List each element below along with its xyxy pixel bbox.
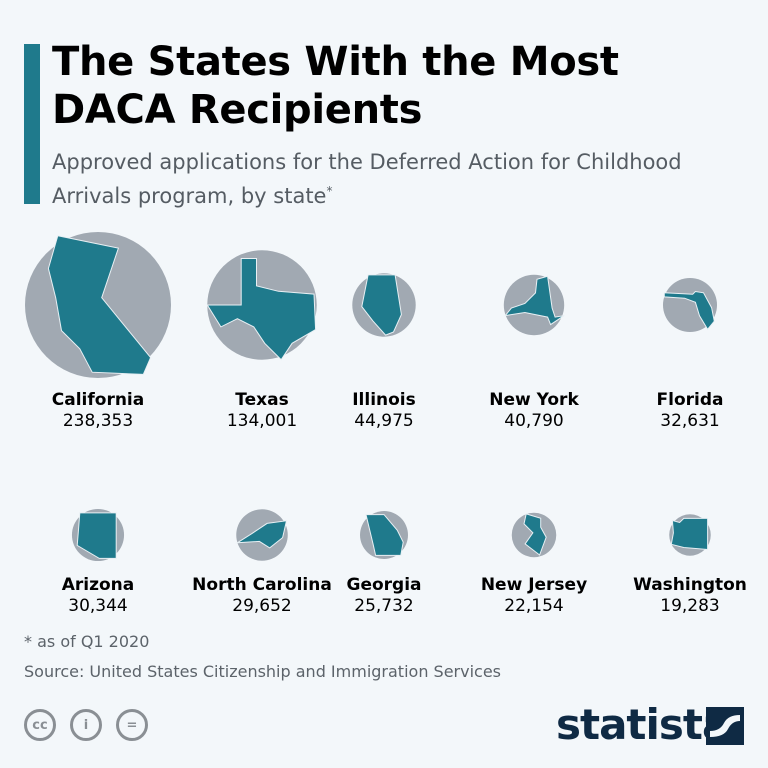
state-label-north-carolina: North Carolina 29,652 <box>182 575 342 617</box>
state-shape-arizona <box>76 512 117 559</box>
state-value: 44,975 <box>354 411 414 431</box>
no-derivatives-icon[interactable]: = <box>116 709 148 741</box>
state-value: 22,154 <box>504 596 564 616</box>
footnote: * as of Q1 2020 <box>24 632 150 651</box>
state-label-georgia: Georgia 25,732 <box>304 575 464 617</box>
state-name: New Jersey <box>480 575 588 595</box>
state-name: North Carolina <box>192 575 332 595</box>
state-value: 238,353 <box>62 411 134 431</box>
state-label-new-york: New York 40,790 <box>454 390 614 432</box>
state-label-florida: Florida 32,631 <box>610 390 768 432</box>
state-label-arizona: Arizona 30,344 <box>18 575 178 617</box>
state-name: Illinois <box>352 390 416 410</box>
state-value: 29,652 <box>232 596 292 616</box>
state-label-illinois: Illinois 44,975 <box>304 390 464 432</box>
state-label-california: California 238,353 <box>18 390 178 432</box>
state-shape-georgia <box>365 514 404 556</box>
state-shape-washington <box>670 517 709 551</box>
state-shape-north-carolina <box>235 520 288 549</box>
subtitle-text: Approved applications for the Deferred A… <box>52 150 682 208</box>
state-value: 30,344 <box>68 596 128 616</box>
state-value: 134,001 <box>226 411 298 431</box>
statista-logo[interactable]: statista <box>556 700 730 749</box>
state-shape-florida <box>663 290 715 331</box>
state-name: California <box>51 390 145 410</box>
state-shape-new-york <box>504 275 565 326</box>
state-value: 40,790 <box>504 411 564 431</box>
state-name: New York <box>489 390 579 410</box>
state-value: 32,631 <box>660 411 720 431</box>
state-name: Washington <box>633 575 747 595</box>
state-label-texas: Texas 134,001 <box>182 390 342 432</box>
state-name: Texas <box>235 390 289 410</box>
state-value: 25,732 <box>354 596 414 616</box>
state-shape-california <box>47 235 152 375</box>
cc-icon[interactable]: cc <box>24 709 56 741</box>
state-name: Georgia <box>346 575 422 595</box>
accent-bar <box>24 44 40 204</box>
statista-logo-mark-icon <box>706 707 744 745</box>
source: Source: United States Citizenship and Im… <box>24 662 502 681</box>
state-name: Arizona <box>61 575 135 595</box>
state-name: Florida <box>656 390 724 410</box>
attribution-icon[interactable]: i <box>70 709 102 741</box>
state-shape-new-jersey <box>523 513 547 556</box>
state-label-washington: Washington 19,283 <box>610 575 768 617</box>
state-shape-texas <box>206 258 317 361</box>
state-shape-illinois <box>361 274 402 336</box>
chart-title: The States With the Most DACA Recipients <box>52 39 619 133</box>
subtitle-footnote-mark: * <box>326 184 333 198</box>
state-label-new-jersey: New Jersey 22,154 <box>454 575 614 617</box>
state-value: 19,283 <box>660 596 720 616</box>
chart-subtitle: Approved applications for the Deferred A… <box>52 148 692 211</box>
